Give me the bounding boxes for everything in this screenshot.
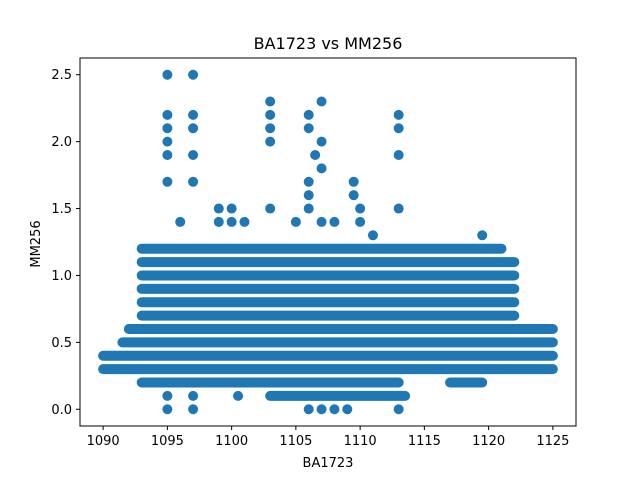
x-tick-label: 1120 [472,434,505,449]
y-tick-label: 1.5 [51,202,72,217]
scatter-point-4 [162,123,173,134]
scatter-point-41 [329,216,340,227]
y-axis-label: MM256 [29,220,44,267]
x-tick-label: 1110 [344,434,377,449]
scatter-point-8 [188,150,199,161]
scatter-point-39 [239,216,250,227]
scatter-point-47 [188,404,199,415]
scatter-point-35 [213,203,224,214]
scatter-point-21 [310,150,321,161]
chart-title: BA1723 vs MM256 [254,34,403,53]
scatter-point-53 [393,404,404,415]
scatter-point-48 [233,390,244,401]
scatter-point-20 [316,136,327,147]
scatter-point-51 [329,404,340,415]
scatter-point-16 [265,203,276,214]
scatter-point-42 [367,230,378,241]
x-tick-label: 1115 [408,434,441,449]
scatter-point-33 [393,150,404,161]
scatter-point-34 [393,203,404,214]
scatter-band-11 [445,377,488,388]
scatter-point-14 [265,123,276,134]
y-tick-label: 0.5 [51,336,72,351]
scatter-point-43 [477,230,488,241]
scatter-point-2 [162,109,173,120]
scatter-point-28 [348,190,359,201]
scatter-point-24 [303,190,314,201]
scatter-point-15 [265,136,276,147]
scatter-point-49 [303,404,314,415]
scatter-point-29 [355,203,366,214]
scatter-band-0 [98,364,558,375]
scatter-point-38 [226,216,237,227]
scatter-point-25 [303,203,314,214]
x-axis: 1090 1095 1100 1105 1110 1115 1120 1125 [87,426,569,449]
scatter-band-7 [136,270,520,281]
scatter-band-6 [136,283,520,294]
scatter-band-9 [136,243,507,254]
scatter-point-3 [188,109,199,120]
y-tick-label: 1.0 [51,269,72,284]
y-tick-label: 0.0 [51,403,72,418]
y-axis: 0.0 0.5 1.0 1.5 2.0 2.5 [51,68,80,418]
x-tick-label: 1125 [536,434,569,449]
x-tick-label: 1095 [151,434,184,449]
scatter-point-44 [162,390,173,401]
scatter-point-45 [188,390,199,401]
scatter-band-10 [136,377,404,388]
scatter-point-7 [162,150,173,161]
scatter-band-3 [123,323,558,334]
scatter-band-5 [136,297,520,308]
scatter-point-11 [175,216,186,227]
y-tick-label: 2.5 [51,68,72,83]
scatter-band-8 [136,257,520,268]
scatter-point-5 [188,123,199,134]
scatter-point-32 [393,123,404,134]
scatter-point-9 [162,176,173,187]
scatter-band-1 [98,350,558,361]
scatter-band-2 [117,337,558,348]
scatter-point-50 [316,404,327,415]
scatter-point-0 [162,69,173,80]
scatter-point-40 [316,216,327,227]
x-axis-label: BA1723 [303,456,354,471]
scatter-point-13 [265,109,276,120]
scatter-point-18 [316,96,327,107]
scatter-marks [98,69,558,415]
scatter-point-10 [188,176,199,187]
scatter-point-37 [213,216,224,227]
scatter-band-4 [136,310,520,321]
scatter-point-52 [342,404,353,415]
scatter-point-27 [348,176,359,187]
scatter-point-46 [162,404,173,415]
y-tick-label: 2.0 [51,135,72,150]
scatter-point-26 [290,216,301,227]
x-tick-label: 1090 [87,434,120,449]
scatter-point-31 [393,109,404,120]
scatter-point-30 [355,216,366,227]
scatter-point-12 [265,96,276,107]
plot-frame [79,57,577,427]
scatter-point-36 [226,203,237,214]
scatter-point-6 [162,136,173,147]
x-tick-label: 1100 [215,434,248,449]
scatter-point-23 [303,176,314,187]
scatter-point-22 [316,163,327,174]
x-tick-label: 1105 [279,434,312,449]
scatter-point-17 [303,109,314,120]
scatter-band-12 [265,390,411,401]
scatter-point-19 [303,123,314,134]
scatter-point-1 [188,69,199,80]
